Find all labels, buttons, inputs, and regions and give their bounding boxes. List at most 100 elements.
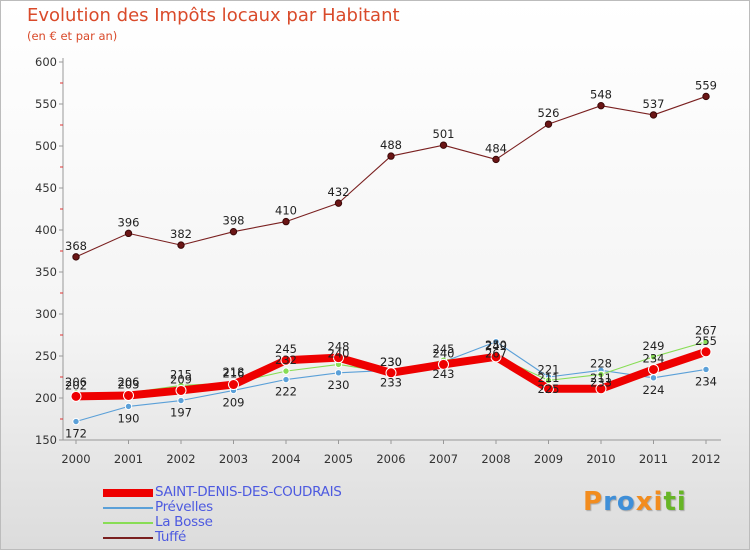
data-point <box>280 354 292 366</box>
data-label: 224 <box>643 383 665 397</box>
y-tick-label: 500 <box>35 139 57 153</box>
data-point <box>229 227 238 236</box>
data-point <box>72 417 80 426</box>
data-label: 488 <box>380 138 402 152</box>
data-label: 203 <box>118 377 140 391</box>
legend-label: La Bosse <box>155 514 213 530</box>
chart-subtitle: (en € et par an) <box>27 29 118 43</box>
proxiti-logo: Proxiti <box>583 487 687 517</box>
data-point <box>438 358 449 370</box>
data-label: 501 <box>433 127 455 141</box>
data-label: 230 <box>328 378 350 392</box>
data-point <box>492 155 500 164</box>
data-label: 398 <box>223 214 245 228</box>
data-point <box>649 374 658 382</box>
data-label: 233 <box>590 375 612 389</box>
data-label: 234 <box>695 374 717 388</box>
y-tick-label: 550 <box>35 97 57 111</box>
x-tick-label: 2001 <box>114 452 143 466</box>
data-label: 267 <box>695 324 717 338</box>
data-point <box>123 389 134 401</box>
data-label: 484 <box>485 141 507 155</box>
data-label: 211 <box>538 371 560 385</box>
logo-letter: r <box>603 487 617 517</box>
data-label: 243 <box>433 367 455 381</box>
data-point <box>702 365 710 374</box>
data-label: 197 <box>170 406 192 420</box>
data-label: 216 <box>223 367 245 381</box>
x-tick-label: 2006 <box>376 452 405 466</box>
legend-label: SAINT-DENIS-DES-COUDRAIS <box>155 484 342 500</box>
data-point <box>490 351 502 363</box>
data-label: 215 <box>170 367 192 381</box>
data-point <box>387 152 395 160</box>
data-point <box>702 338 710 346</box>
legend-swatch <box>103 522 153 524</box>
y-tick-label: 150 <box>35 433 57 447</box>
x-tick-label: 2005 <box>324 452 353 466</box>
data-label: 209 <box>170 372 192 386</box>
data-point <box>649 111 658 119</box>
data-label: 222 <box>275 385 297 399</box>
chart-title: Evolution des Impôts locaux par Habitant <box>27 5 400 26</box>
data-label: 245 <box>275 342 297 356</box>
y-tick-label: 250 <box>35 349 57 363</box>
data-label: 209 <box>223 395 245 409</box>
data-label: 526 <box>538 106 560 120</box>
data-point <box>544 120 553 128</box>
data-label: 396 <box>118 215 140 229</box>
legend-swatch <box>103 537 153 539</box>
data-label: 548 <box>590 88 612 102</box>
data-point <box>334 369 343 377</box>
data-point <box>649 353 658 361</box>
x-tick-label: 2002 <box>166 452 195 466</box>
data-point <box>597 101 605 110</box>
data-label: 249 <box>643 339 665 353</box>
data-label: 190 <box>118 411 140 425</box>
data-point <box>385 367 397 379</box>
x-tick-label: 2009 <box>534 452 563 466</box>
y-tick-label: 400 <box>35 223 57 237</box>
data-point <box>175 384 187 396</box>
data-label: 221 <box>538 362 560 376</box>
data-point <box>700 346 712 358</box>
data-label: 228 <box>590 356 612 370</box>
data-label: 225 <box>538 382 560 396</box>
data-label: 255 <box>695 334 717 348</box>
data-label: 410 <box>275 204 297 218</box>
data-point <box>282 375 290 384</box>
data-point <box>177 241 185 249</box>
logo-letter: P <box>583 487 604 517</box>
data-label: 230 <box>380 355 402 369</box>
legend-label: Tuffé <box>155 529 187 545</box>
y-tick-label: 600 <box>35 55 57 69</box>
data-point <box>282 367 290 375</box>
data-point <box>282 217 290 226</box>
x-tick-label: 2008 <box>481 452 510 466</box>
x-tick-label: 2000 <box>61 452 90 466</box>
data-point <box>648 363 659 375</box>
data-label: 202 <box>65 378 87 392</box>
data-point <box>334 199 343 207</box>
data-label: 233 <box>380 375 402 389</box>
data-label: 382 <box>170 227 192 241</box>
data-point <box>597 370 605 379</box>
data-point <box>439 141 448 149</box>
logo-letter: i <box>653 487 664 517</box>
y-tick-label: 450 <box>35 181 57 195</box>
data-point <box>702 92 710 101</box>
legend-label: Prévelles <box>155 499 213 515</box>
data-point <box>543 383 554 395</box>
x-tick-label: 2003 <box>219 452 248 466</box>
x-tick-label: 2011 <box>639 452 668 466</box>
data-point <box>124 229 133 238</box>
data-label: 230 <box>380 355 402 369</box>
data-label: 218 <box>223 365 245 379</box>
data-point <box>228 379 239 391</box>
data-point <box>70 390 82 402</box>
x-tick-label: 2004 <box>271 452 300 466</box>
data-label: 267 <box>485 347 507 361</box>
data-point <box>492 338 500 346</box>
